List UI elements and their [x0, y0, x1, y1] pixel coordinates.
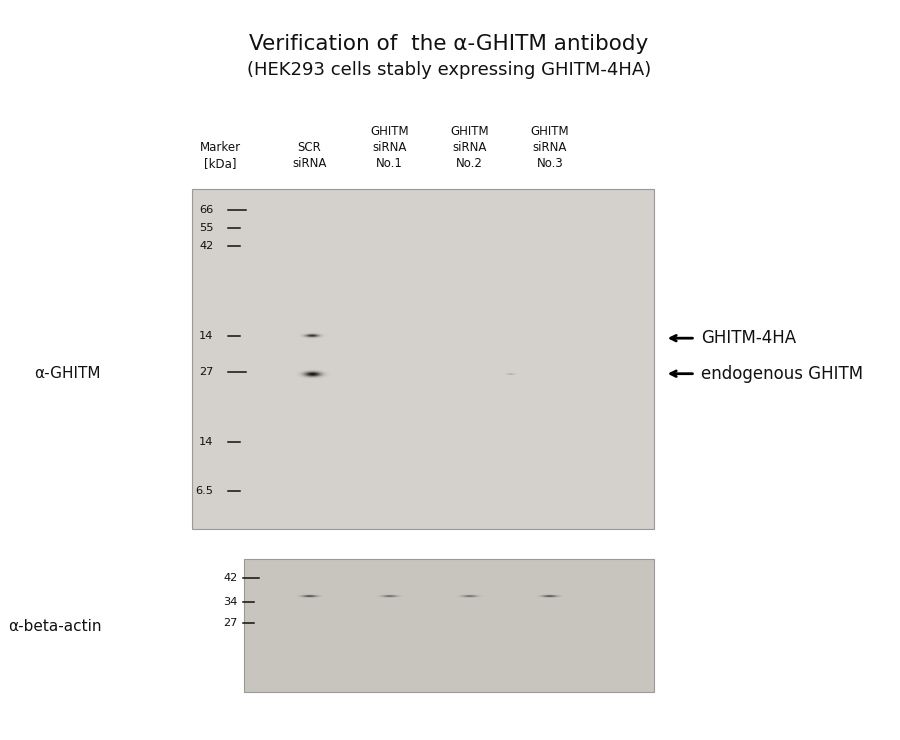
Text: Marker
[kDa]: Marker [kDa]: [200, 141, 241, 170]
Text: GHITM
siRNA
No.1: GHITM siRNA No.1: [370, 125, 409, 170]
Text: 27: 27: [223, 618, 238, 628]
Text: Verification of  the α-GHITM antibody: Verification of the α-GHITM antibody: [249, 34, 648, 55]
Text: 34: 34: [223, 596, 238, 607]
Text: GHITM-4HA: GHITM-4HA: [701, 329, 796, 347]
Text: (HEK293 cells stably expressing GHITM-4HA): (HEK293 cells stably expressing GHITM-4H…: [247, 61, 651, 78]
Text: endogenous GHITM: endogenous GHITM: [701, 365, 863, 383]
Text: α-GHITM: α-GHITM: [34, 366, 101, 381]
Text: 42: 42: [200, 240, 213, 251]
Text: 6.5: 6.5: [195, 485, 213, 496]
Text: 66: 66: [200, 205, 213, 215]
Text: GHITM
siRNA
No.3: GHITM siRNA No.3: [530, 125, 569, 170]
Text: 27: 27: [199, 367, 213, 377]
Text: 14: 14: [199, 331, 213, 341]
FancyBboxPatch shape: [192, 189, 653, 529]
Text: 14: 14: [199, 437, 213, 447]
Text: 55: 55: [199, 223, 213, 233]
FancyBboxPatch shape: [244, 559, 653, 692]
Text: SCR
siRNA: SCR siRNA: [292, 141, 327, 170]
Text: GHITM
siRNA
No.2: GHITM siRNA No.2: [450, 125, 489, 170]
Text: 42: 42: [224, 573, 238, 583]
Text: α-beta-actin: α-beta-actin: [8, 619, 102, 634]
